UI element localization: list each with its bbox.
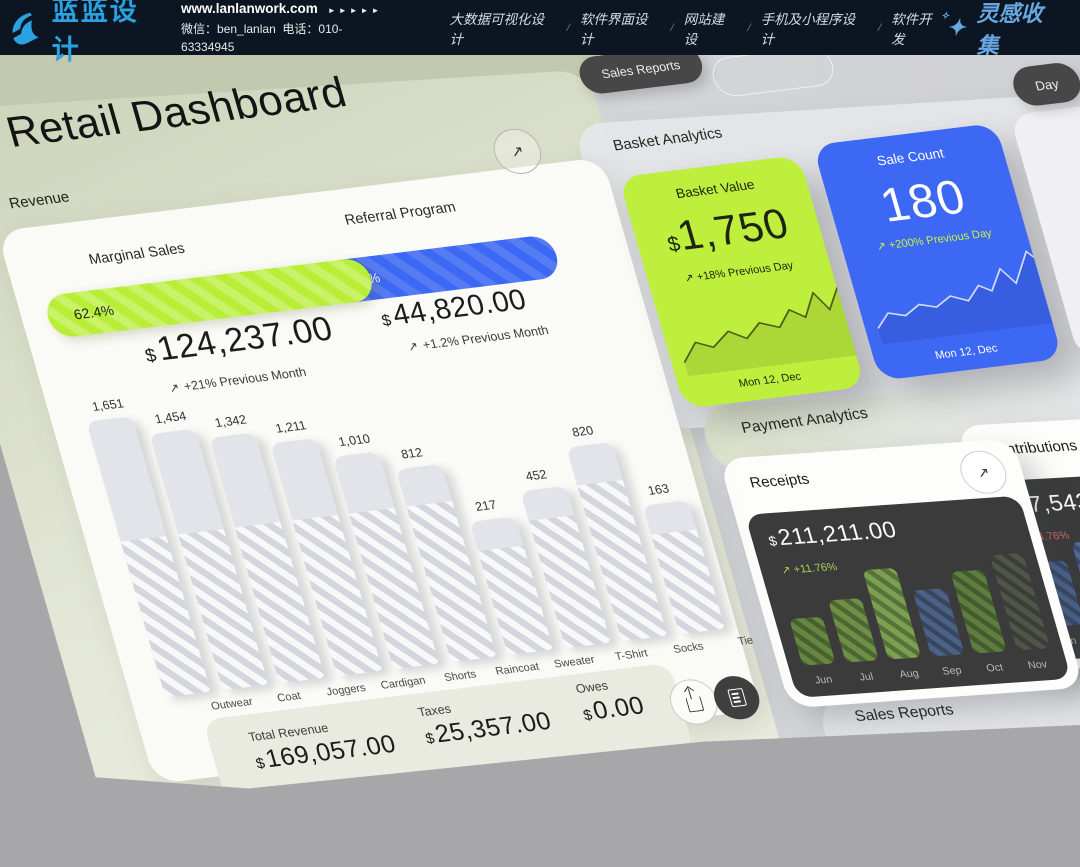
- chart-bar-value: 452: [523, 467, 549, 484]
- service-separator: /: [877, 20, 882, 34]
- chart-bar-value: 820: [570, 423, 595, 440]
- contact-info: www.lanlanwork.com ►►►►► 微信：ben_lanlan 电话…: [181, 0, 394, 56]
- chart-bar-label: Tie: [736, 634, 755, 648]
- chart-bar-value: 1,454: [153, 408, 188, 427]
- service-item: 软件界面设计: [580, 11, 648, 47]
- taxes-block: Taxes $25,357.00: [416, 701, 555, 749]
- service-list: 大数据可视化设计 / 软件界面设计 / 网站建设 / 手机及小程序设计 / 软件开发: [450, 8, 945, 48]
- promo-banner: 蓝蓝设计 www.lanlanwork.com ►►►►► 微信：ben_lanl…: [0, 0, 1080, 65]
- trend-up-icon: ↗: [875, 240, 888, 254]
- service-separator: /: [747, 20, 751, 34]
- chart-bar-value: 1,342: [213, 412, 249, 431]
- inspiration-collect-button[interactable]: ✦ ✧ 灵感收集: [940, 0, 1064, 60]
- chart-bar-value: 163: [646, 481, 671, 498]
- basket-value-number: $1,750: [664, 199, 795, 259]
- lanlan-logo-icon: [12, 12, 39, 45]
- document-icon: [726, 688, 747, 708]
- sale-count-sparkline: [877, 250, 1063, 345]
- service-item: 软件开发: [891, 11, 932, 47]
- chart-bar-value: 1,010: [336, 431, 372, 450]
- service-item: 大数据可视化设计: [449, 11, 545, 47]
- sparkle-icon: ✦ ✧: [940, 10, 966, 40]
- basket-value-sparkline: [683, 281, 866, 377]
- service-item: 手机及小程序设计: [760, 11, 856, 47]
- chart-bar-value: 812: [399, 445, 425, 462]
- collect-label: 灵感收集: [976, 0, 1043, 58]
- chart-bar-value: 1,211: [273, 418, 308, 436]
- brand-name: 蓝蓝设计: [51, 0, 139, 65]
- service-item: 网站建设: [683, 11, 725, 47]
- service-separator: /: [670, 20, 674, 34]
- trend-up-icon: ↗: [683, 271, 696, 285]
- basket-value-card: Basket Value $1,750 ↗ +18% Previous Day …: [618, 155, 866, 409]
- share-icon: [684, 696, 704, 713]
- arrows-decoration: ►►►►►: [327, 6, 383, 16]
- phone: 电话：010-63334945: [181, 21, 343, 54]
- sale-count-card: Sale Count 180 ↗ +200% Previous Day Mon …: [812, 122, 1063, 381]
- wechat: 微信：ben_lanlan: [181, 21, 276, 36]
- total-revenue-block: Total Revenue $169,057.00: [246, 720, 400, 774]
- website: www.lanlanwork.com: [181, 1, 318, 17]
- showcase-stage: Payment Analytics Sales Reports Contribu…: [0, 55, 1080, 867]
- service-separator: /: [566, 20, 571, 34]
- chart-bar-value: 1,651: [90, 396, 126, 414]
- owes-block: Owes $0.00: [574, 678, 648, 725]
- chart-bar-value: 217: [473, 497, 499, 514]
- dashboard-mockup: Payment Analytics Sales Reports Contribu…: [0, 55, 1080, 867]
- brand: 蓝蓝设计: [0, 0, 167, 67]
